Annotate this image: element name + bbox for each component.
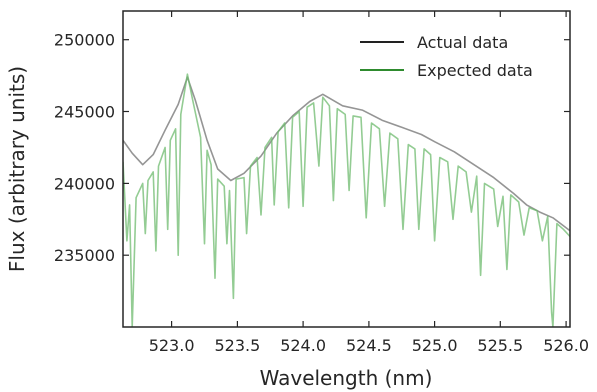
y-tick-label: 250000	[54, 31, 115, 50]
x-axis-label: Wavelength (nm)	[260, 366, 433, 390]
series-layer	[123, 73, 570, 327]
x-tick-label: 523.0	[149, 336, 195, 355]
x-tick-label: 524.0	[280, 336, 326, 355]
series-line-actual	[123, 76, 570, 232]
y-tick-label: 235000	[54, 246, 115, 265]
y-axis-label: Flux (arbitrary units)	[5, 66, 29, 272]
ticks-layer: 523.0 523.5 524.0 524.5 525.0 525.5 526.0 23500…	[54, 11, 589, 355]
legend-label-actual: Actual data	[417, 33, 508, 52]
legend-label-expected: Expected data	[417, 61, 533, 80]
x-tick-label: 525.0	[412, 336, 458, 355]
y-tick-label: 240000	[54, 174, 115, 193]
x-tick-label: 523.5	[214, 336, 260, 355]
plot-frame	[122, 10, 571, 328]
legend: Actual data Expected data	[360, 33, 533, 80]
x-tick-label: 526.0	[543, 336, 589, 355]
y-tick-label: 245000	[54, 103, 115, 122]
x-tick-label: 525.5	[477, 336, 523, 355]
series-line-expected	[123, 73, 570, 327]
x-tick-label: 524.5	[346, 336, 392, 355]
